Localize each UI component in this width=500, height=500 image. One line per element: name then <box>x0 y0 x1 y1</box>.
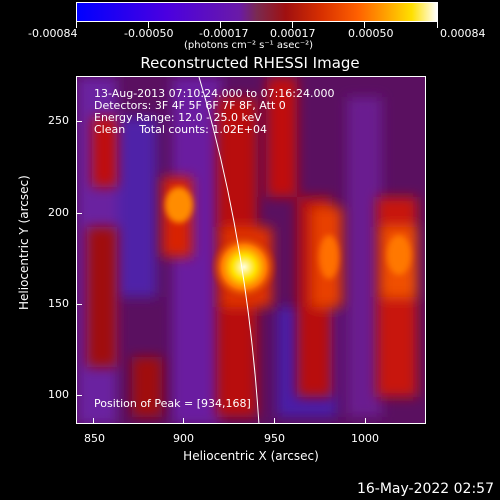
plot-title: Reconstructed RHESSI Image <box>140 54 360 72</box>
x-tick-label: 900 <box>173 432 194 445</box>
x-tick-label: 950 <box>264 432 285 445</box>
energy-info: Energy Range: 12.0 - 25.0 keV <box>94 111 262 124</box>
y-axis-label: Heliocentric Y (arcsec) <box>17 175 31 310</box>
colorbar-ticks <box>76 22 438 28</box>
footer-timestamp: 16-May-2022 02:57 <box>356 481 494 497</box>
peak-position-label: Position of Peak = [934,168] <box>94 397 251 410</box>
rhessi-image <box>77 77 425 423</box>
detector-info: Detectors: 3F 4F 5F 6F 7F 8F, Att 0 <box>94 99 286 112</box>
y-tick-label: 100 <box>48 388 69 401</box>
y-tick-label: 200 <box>48 206 69 219</box>
solar-limb-curve <box>198 77 260 423</box>
colorbar-tick-label: 0.00017 <box>270 27 316 40</box>
colorbar-tick-label: -0.00050 <box>124 27 174 40</box>
x-axis <box>76 418 426 434</box>
y-tick-label: 250 <box>48 114 69 127</box>
colorbar-tick-label: -0.00017 <box>199 27 249 40</box>
clean-counts-info: Clean Total counts: 1.02E+04 <box>94 123 268 136</box>
y-axis <box>76 76 86 424</box>
colorbar <box>76 2 438 22</box>
x-axis-label: Heliocentric X (arcsec) <box>183 449 319 463</box>
rhessi-image-plot <box>76 76 426 424</box>
colorbar-tick-label: 0.00084 <box>440 27 486 40</box>
colorbar-unit-label: (photons cm⁻² s⁻¹ asec⁻²) <box>184 40 314 51</box>
colorbar-tick-label: -0.00084 <box>28 27 78 40</box>
x-tick-label: 850 <box>84 432 105 445</box>
x-tick-label: 1000 <box>351 432 379 445</box>
y-tick-label: 150 <box>48 297 69 310</box>
observation-info: 13-Aug-2013 07:10:24.000 to 07:16:24.000 <box>94 87 335 100</box>
colorbar-tick-label: 0.00050 <box>348 27 394 40</box>
